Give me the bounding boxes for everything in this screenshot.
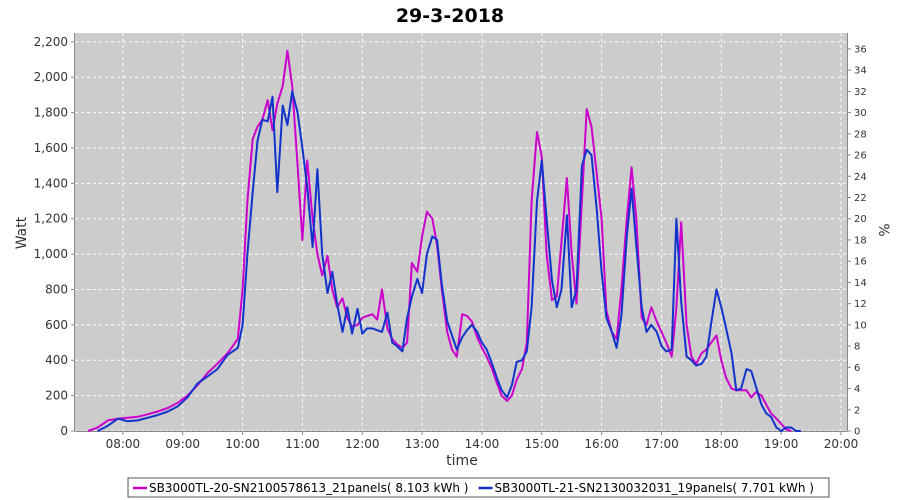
y2-tick-label-16: 32 <box>854 87 867 98</box>
chart-title: 29-3-2018 <box>396 5 504 27</box>
y2-axis-label: % <box>875 223 891 236</box>
y2-tick-label-10: 20 <box>854 214 867 225</box>
y2-tick-label-7: 14 <box>854 278 867 289</box>
x-tick-label-5: 13:00 <box>405 437 440 451</box>
y-tick-label-0: 0 <box>60 424 68 438</box>
series-lines <box>87 49 801 432</box>
x-tick-label-11: 19:00 <box>764 437 799 451</box>
plot-area <box>75 33 847 431</box>
y-tick-label-3: 600 <box>45 318 68 332</box>
series-line-1 <box>97 90 801 432</box>
y-tick-label-11: 2,200 <box>34 35 68 49</box>
y-tick-label-6: 1,200 <box>34 212 68 226</box>
y2-tick-label-4: 8 <box>854 342 860 353</box>
axes <box>74 33 848 432</box>
y-tick-label-8: 1,600 <box>34 141 68 155</box>
y2-tick-label-1: 2 <box>854 405 860 416</box>
x-tick-label-10: 18:00 <box>704 437 739 451</box>
y-tick-label-4: 800 <box>45 282 68 296</box>
y2-tick-label-5: 10 <box>854 320 867 331</box>
y2-tick-label-3: 6 <box>854 363 860 374</box>
x-tick-label-0: 08:00 <box>106 437 141 451</box>
x-tick-label-9: 17:00 <box>644 437 679 451</box>
legend-label-1: SB3000TL-21-SN2130032031_19panels( 7.701… <box>494 481 813 495</box>
series-line-0 <box>87 49 792 432</box>
x-tick-label-4: 12:00 <box>345 437 380 451</box>
x-tick-label-6: 14:00 <box>465 437 500 451</box>
x-tick-label-3: 11:00 <box>285 437 320 451</box>
y-tick-label-9: 1,800 <box>34 106 68 120</box>
y2-tick-label-6: 12 <box>854 299 867 310</box>
x-tick-label-12: 20:00 <box>824 437 859 451</box>
y-tick-label-7: 1,400 <box>34 176 68 190</box>
x-tick-label-2: 10:00 <box>225 437 260 451</box>
y2-tick-label-0: 0 <box>854 427 860 438</box>
y-axis-label: Watt <box>14 216 30 249</box>
y2-tick-label-15: 30 <box>854 108 867 119</box>
x-tick-label-8: 16:00 <box>584 437 619 451</box>
y2-tick-label-13: 26 <box>854 151 867 162</box>
y2-tick-label-11: 22 <box>854 193 867 204</box>
legend: SB3000TL-20-SN2100578613_21panels( 8.103… <box>127 477 830 498</box>
y-tick-label-2: 400 <box>45 353 68 367</box>
y2-tick-label-17: 34 <box>854 66 867 77</box>
x-tick-label-7: 15:00 <box>524 437 559 451</box>
y2-tick-label-9: 18 <box>854 235 867 246</box>
y-tick-label-10: 2,000 <box>34 70 68 84</box>
y-tick-label-1: 200 <box>45 389 68 403</box>
y2-tick-label-18: 36 <box>854 44 867 55</box>
y-tick-label-5: 1,000 <box>34 247 68 261</box>
legend-label-0: SB3000TL-20-SN2100578613_21panels( 8.103… <box>149 481 468 495</box>
y2-tick-label-12: 24 <box>854 172 867 183</box>
x-tick-label-1: 09:00 <box>165 437 200 451</box>
y2-tick-label-2: 4 <box>854 384 860 395</box>
y2-tick-label-8: 16 <box>854 257 867 268</box>
y2-tick-label-14: 28 <box>854 129 867 140</box>
x-tick-labels: 08:00 09:00 10:00 11:00 12:00 13:00 14:00 15:00… <box>106 431 859 451</box>
y-tick-labels: 0 200 400 600 800 1,000 1,200 1,400 1,600 1,800 2,… <box>34 35 75 438</box>
x-axis-label: time <box>446 453 478 469</box>
